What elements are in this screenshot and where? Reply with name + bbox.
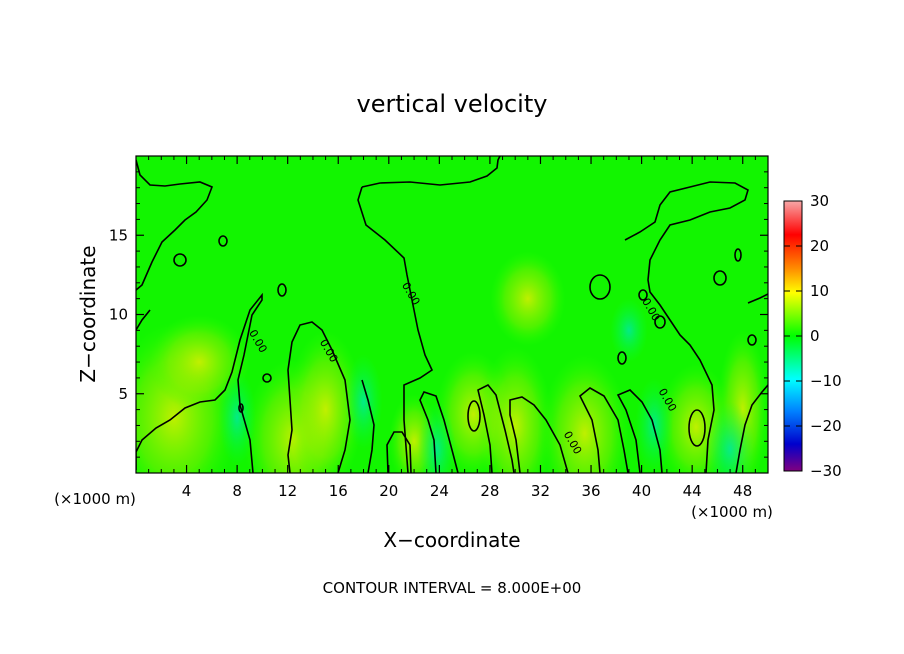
cool-region	[218, 369, 257, 466]
cool-region	[704, 401, 756, 473]
zero-contours	[136, 156, 768, 473]
x-tick-label: 8	[232, 482, 242, 500]
y-tick-label: 5	[118, 385, 128, 403]
x-tick-label: 48	[733, 482, 752, 500]
colorbar-ticks: 30 20 10 0 −10 −20 −30	[784, 192, 842, 480]
velocity-shading	[136, 250, 768, 473]
x-tick-label: 4	[182, 482, 192, 500]
x-axis: 4 8 12 16 20 24 28 32 36 40 44 48	[148, 156, 756, 500]
chart-title: vertical velocity	[357, 90, 548, 118]
colorbar-tick-label: 20	[810, 237, 829, 255]
x-tick-label: 24	[430, 482, 449, 500]
colorbar-tick-label: 0	[810, 327, 820, 345]
warm-region	[540, 353, 629, 473]
x-tick-label: 20	[379, 482, 398, 500]
cool-region	[344, 353, 383, 450]
x-tick-label: 16	[329, 482, 348, 500]
x-tick-label: 44	[683, 482, 702, 500]
warm-region	[490, 250, 566, 347]
plot-area: 0.000.00 0.000.000.000.00	[136, 156, 768, 473]
y-tick-label: 15	[109, 226, 128, 244]
colorbar-tick-label: 30	[810, 192, 829, 210]
x-axis-title: X−coordinate	[383, 528, 520, 552]
colorbar: 30 20 10 0 −10 −20 −30	[783, 192, 842, 480]
x-unit-right: (×1000 m)	[691, 503, 773, 521]
y-tick-label: 10	[109, 306, 128, 324]
contour-interval-note: CONTOUR INTERVAL = 8.000E+00	[323, 579, 582, 597]
cool-region	[610, 298, 648, 363]
x-tick-label: 28	[480, 482, 499, 500]
x-tick-label: 32	[531, 482, 550, 500]
warm-region	[287, 330, 364, 473]
colorbar-tick-label: −10	[810, 372, 842, 390]
colorbar-tick-label: −20	[810, 417, 842, 435]
y-axis: 5 10 15	[109, 171, 768, 458]
x-unit-left: (×1000 m)	[54, 490, 136, 508]
x-tick-label: 40	[632, 482, 651, 500]
y-axis-title: Z−coordinate	[76, 245, 100, 382]
warm-region	[477, 345, 553, 473]
colorbar-tick-label: 10	[810, 282, 829, 300]
x-tick-label: 36	[581, 482, 600, 500]
x-tick-label: 12	[278, 482, 297, 500]
colorbar-tick-label: −30	[810, 462, 842, 480]
